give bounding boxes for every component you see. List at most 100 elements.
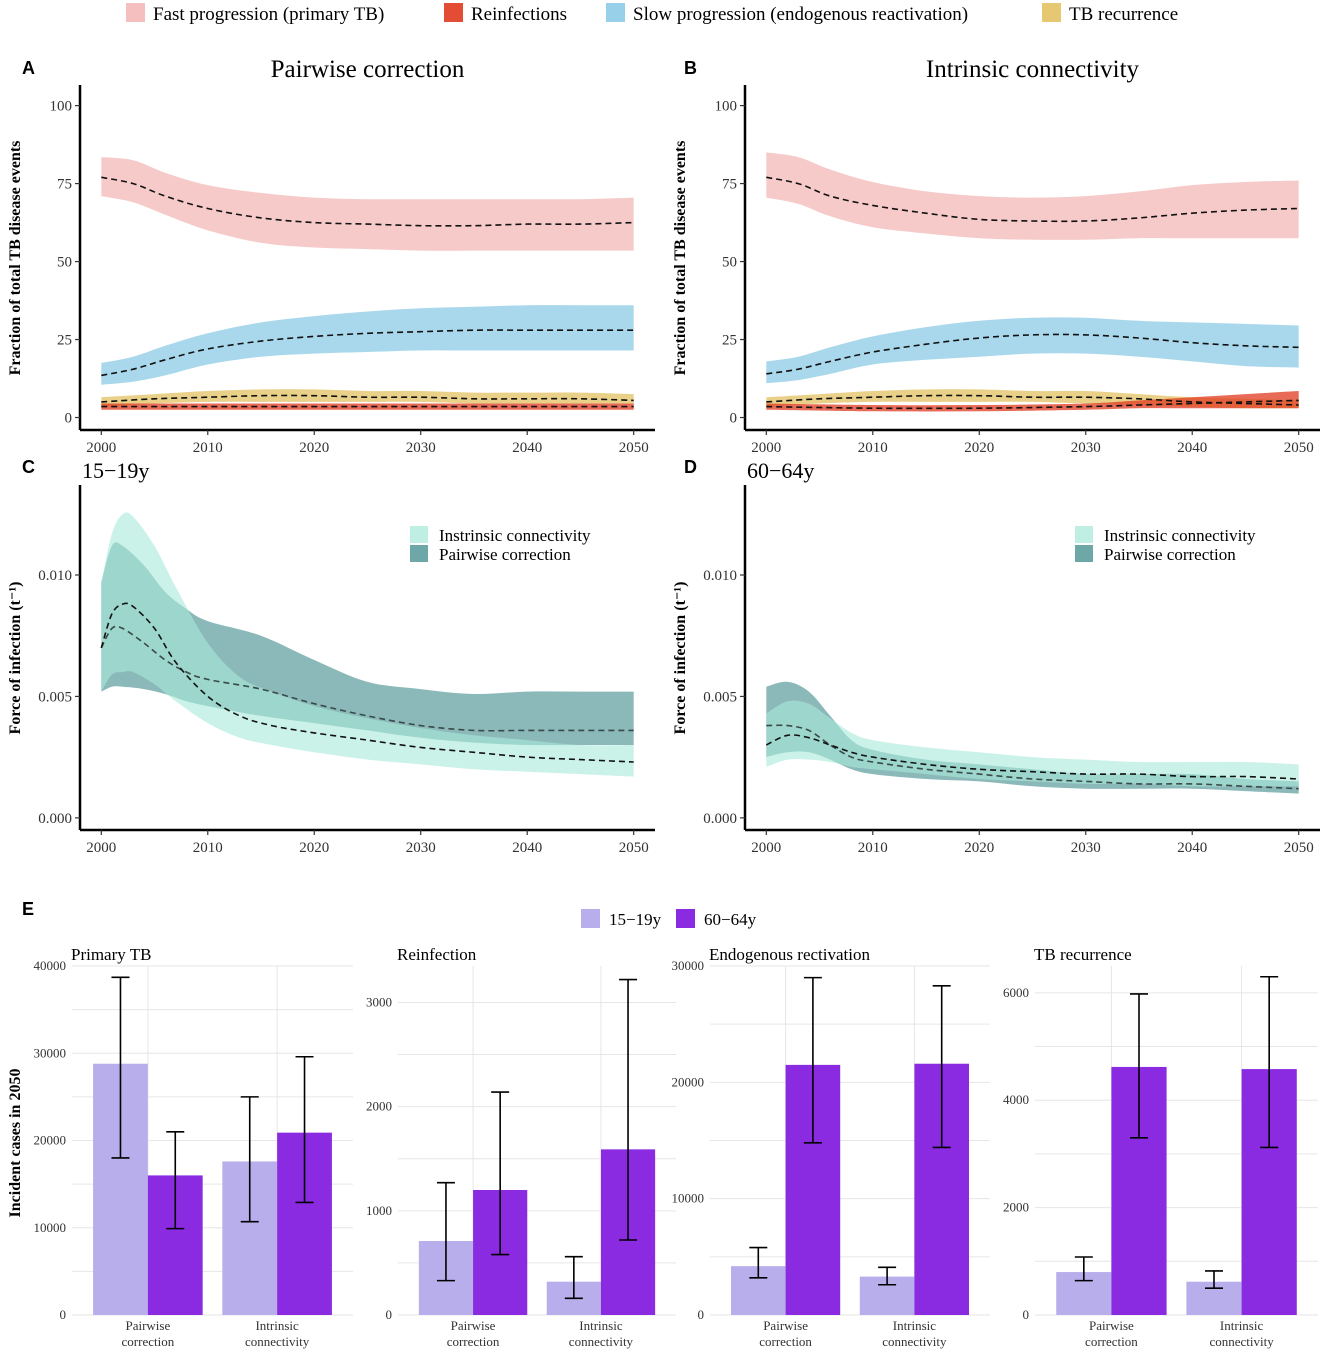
x-tick-label-line: correction xyxy=(122,1334,175,1349)
y-tick-label: 0 xyxy=(386,1307,393,1322)
x-tick-label: 2010 xyxy=(858,840,888,856)
x-tick-label: 2000 xyxy=(86,840,116,856)
y-tick-label: 25 xyxy=(57,333,72,349)
x-tick-label: 2040 xyxy=(1177,840,1207,856)
median-line-fast xyxy=(101,176,634,227)
y-tick-label: 6000 xyxy=(1003,985,1029,1000)
panel-title: 15−19y xyxy=(82,458,149,483)
panel-letter: B xyxy=(684,58,697,78)
median-line-pairwise xyxy=(100,625,634,732)
y-tick-label: 50 xyxy=(722,255,737,271)
legend-label: Pairwise correction xyxy=(1104,545,1236,564)
ribbon-intrinsic xyxy=(766,700,1299,787)
x-tick-label: 2030 xyxy=(406,840,436,856)
legend-label: TB recurrence xyxy=(1069,4,1178,25)
y-tick-label: 0 xyxy=(698,1307,705,1322)
y-tick-label: 75 xyxy=(57,177,72,193)
legend-swatch xyxy=(410,545,428,562)
x-tick-label-line: correction xyxy=(759,1334,812,1349)
legend-label: Fast progression (primary TB) xyxy=(153,4,384,25)
median-line-intrinsic xyxy=(765,734,1299,780)
legend-label: 60−64y xyxy=(704,910,757,929)
y-tick-label: 0 xyxy=(65,411,73,427)
panel-title: Pairwise correction xyxy=(271,56,465,83)
y-axis-label: Fraction of total TB disease events xyxy=(7,141,24,376)
panel-letter: C xyxy=(22,457,35,477)
median-line-pairwise xyxy=(766,724,1299,790)
legend-swatch xyxy=(581,909,600,928)
facet-title: Endogenous rectivation xyxy=(709,945,870,964)
y-tick-label: 0 xyxy=(730,411,738,427)
median-line-intrinsic xyxy=(100,602,634,763)
y-tick-label: 0.010 xyxy=(703,568,737,584)
x-tick-label-line: correction xyxy=(1085,1334,1138,1349)
panel-a: A Pairwise correction Fraction of total TB… xyxy=(7,56,655,456)
y-tick-label: 0.005 xyxy=(703,689,737,705)
x-tick-label-line: connectivity xyxy=(245,1334,310,1349)
x-tick-label: 2000 xyxy=(751,440,781,456)
facet-4: TB recurrence 0 2000 4000 6000 Pairwise correc… xyxy=(1003,945,1318,1349)
legend-swatch xyxy=(1075,526,1093,543)
x-tick-label: 2050 xyxy=(619,440,649,456)
ribbon-slow xyxy=(766,317,1299,384)
x-tick-label: 2020 xyxy=(299,840,329,856)
y-tick-label: 100 xyxy=(50,99,73,115)
x-tick-label: 2000 xyxy=(86,440,116,456)
y-tick-label: 10000 xyxy=(34,1220,67,1235)
x-tick-label-line: connectivity xyxy=(882,1334,947,1349)
x-tick-label: 2050 xyxy=(1284,440,1314,456)
legend-label: Instrinsic connectivity xyxy=(439,526,591,545)
x-tick-label: 2030 xyxy=(1071,440,1101,456)
x-tick-label: 2000 xyxy=(751,840,781,856)
y-tick-label: 2000 xyxy=(1003,1200,1029,1215)
y-axis-label: Incident cases in 2050 xyxy=(7,1069,24,1218)
ribbon-fast xyxy=(766,152,1299,240)
panel-e: E 15−19y 60−64y Incident cases in 2050 Prima… xyxy=(7,899,1318,1349)
y-tick-label: 1000 xyxy=(366,1203,392,1218)
x-tick-label-line: Intrinsic xyxy=(255,1318,299,1333)
x-tick-label: 2040 xyxy=(512,840,542,856)
facet-title: Reinfection xyxy=(397,945,477,964)
x-tick-label: Intrinsic connectivity xyxy=(245,1318,310,1349)
y-tick-label: 100 xyxy=(715,99,738,115)
legend-label: Instrinsic connectivity xyxy=(1104,526,1256,545)
y-axis-label: Force of infection (t⁻¹) xyxy=(7,582,24,735)
x-tick-label: 2050 xyxy=(619,840,649,856)
x-tick-label: 2020 xyxy=(964,840,994,856)
legend-swatch xyxy=(410,526,428,543)
x-tick-label: 2020 xyxy=(299,440,329,456)
panel-d: D 60−64y Force of infection (t⁻¹) 2000 2010 2… xyxy=(672,457,1320,856)
x-tick-label-line: Pairwise xyxy=(125,1318,170,1333)
x-tick-label-line: Intrinsic xyxy=(1220,1318,1264,1333)
x-tick-label-line: Pairwise xyxy=(451,1318,496,1333)
legend-swatch xyxy=(676,909,695,928)
ribbon-reinf xyxy=(101,403,634,410)
panel-letter: A xyxy=(22,58,35,78)
x-tick-label: Intrinsic connectivity xyxy=(1209,1318,1274,1349)
x-tick-label: 2040 xyxy=(512,440,542,456)
y-tick-label: 0 xyxy=(1023,1307,1030,1322)
legend-swatch xyxy=(606,3,625,22)
x-tick-label: 2030 xyxy=(1071,840,1101,856)
x-tick-label-line: Intrinsic xyxy=(893,1318,937,1333)
median-line-reinf xyxy=(766,399,1299,410)
x-tick-label: Pairwise correction xyxy=(1085,1318,1138,1349)
panel-b: B Intrinsic connectivity Fraction of total… xyxy=(672,56,1320,456)
panel-letter: E xyxy=(22,899,34,919)
facet-title: TB recurrence xyxy=(1034,945,1132,964)
y-tick-label: 50 xyxy=(57,255,72,271)
x-tick-label: 2010 xyxy=(858,440,888,456)
y-axis-label: Fraction of total TB disease events xyxy=(672,141,689,376)
y-tick-label: 4000 xyxy=(1003,1092,1029,1107)
y-axis-label: Force of infection (t⁻¹) xyxy=(672,582,689,735)
y-tick-label: 20000 xyxy=(34,1133,67,1148)
y-tick-label: 0.000 xyxy=(38,811,72,827)
x-tick-label-line: Pairwise xyxy=(1089,1318,1134,1333)
facet-3: Endogenous rectivation 0 10000 20000 30000 Pa… xyxy=(672,945,990,1349)
legend-label: Slow progression (endogenous reactivatio… xyxy=(633,4,968,25)
x-tick-label-line: Intrinsic xyxy=(579,1318,623,1333)
x-tick-label-line: connectivity xyxy=(1209,1334,1274,1349)
median-line-slow xyxy=(101,329,634,377)
median-line-recur xyxy=(101,394,634,403)
